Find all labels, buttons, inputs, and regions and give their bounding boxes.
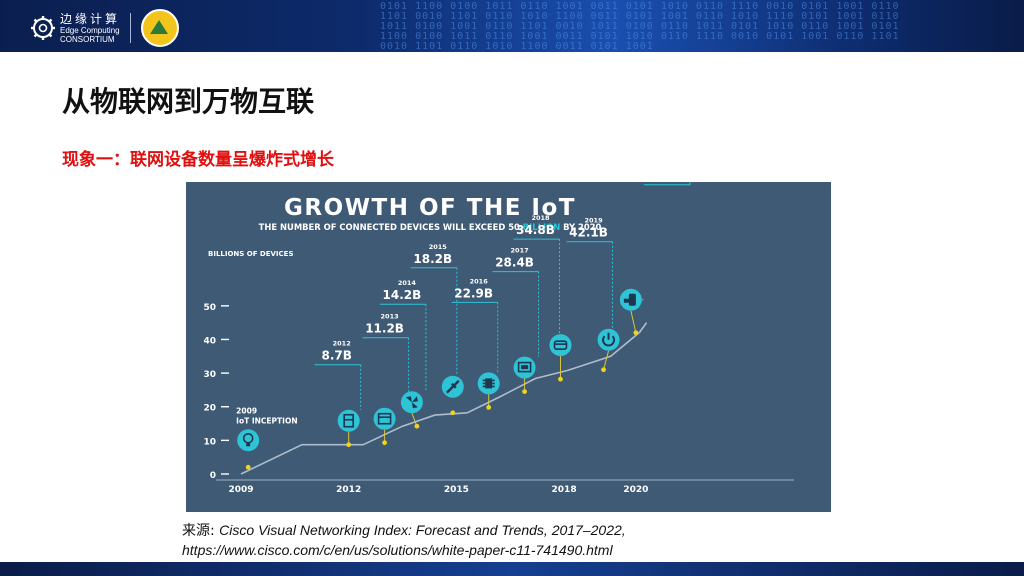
milestone-value: 50.1B	[646, 182, 685, 183]
university-emblem-icon	[141, 9, 180, 47]
car-icon	[553, 340, 568, 350]
monitor-icon	[521, 365, 529, 370]
milestone-year: 2019	[585, 217, 604, 225]
source-title: Cisco Visual Networking Index: Forecast …	[219, 522, 626, 538]
milestone-value: 8.7B	[321, 349, 351, 363]
org-name-en-2: CONSORTIUM	[60, 35, 115, 44]
milestone-dot	[486, 405, 492, 410]
milestone-value: 34.8B	[516, 223, 555, 237]
milestone-year: 2016	[470, 277, 489, 285]
source-citation: 来源: Cisco Visual Networking Index: Forec…	[182, 521, 626, 560]
y-tick-label: 0	[210, 471, 216, 481]
milestone-dot	[522, 389, 527, 394]
power-icon	[602, 335, 616, 347]
monitor-icon	[517, 361, 532, 373]
milestone-dot	[601, 367, 606, 373]
phone-icon	[623, 298, 630, 303]
milestone-year: 2009	[236, 406, 257, 415]
milestone-year: 2017	[511, 247, 529, 255]
consortium-logo: 边缘计算 Edge Computing CONSORTIUM	[30, 9, 180, 47]
milestone-dot	[633, 330, 639, 336]
binary-pattern-decoration: 0101 1100 0100 1011 0110 1001 0011 0101 …	[380, 2, 900, 50]
milestone-value: 22.9B	[454, 286, 493, 300]
phone-icon	[628, 293, 636, 306]
milestone-bracket	[643, 182, 691, 186]
milestone-dot	[245, 464, 251, 470]
chart-subtitle-suffix: BY 2020	[560, 222, 601, 232]
milestone-node	[549, 334, 572, 357]
milestone-stem	[630, 310, 637, 333]
page-subtitle: 现象一：联网设备数量呈爆炸式增长	[62, 150, 334, 170]
chart-subtitle: THE NUMBER OF CONNECTED DEVICES WILL EXC…	[259, 222, 602, 232]
milestone-year: 2012	[333, 340, 351, 348]
chart-subtitle-prefix: THE NUMBER OF CONNECTED DEVICES WILL EXC…	[259, 222, 523, 232]
y-tick-label: 40	[203, 336, 216, 346]
source-url: https://www.cisco.com/c/en/us/solutions/…	[182, 542, 613, 558]
lightbulb-icon	[246, 443, 251, 447]
footer-banner	[0, 562, 1024, 576]
page-title: 从物联网到万物互联	[62, 85, 315, 118]
fan-icon	[405, 396, 418, 409]
iot-growth-chart: GROWTH OF THE IoT THE NUMBER OF CONNECTE…	[186, 182, 831, 512]
header-banner: 0101 1100 0100 1011 0110 1001 0011 0101 …	[0, 0, 1024, 52]
milestone-node	[237, 429, 260, 452]
org-name-en-1: Edge Computing	[60, 26, 120, 35]
milestone-node	[597, 328, 620, 351]
plane-icon	[445, 379, 460, 394]
lightbulb-icon	[242, 432, 254, 444]
milestone-year: 2015	[429, 243, 448, 251]
oven-icon	[377, 412, 392, 425]
chart-title: GROWTH OF THE IoT	[284, 195, 576, 221]
milestone-value: 28.4B	[495, 256, 534, 270]
gear-icon	[31, 16, 55, 40]
milestone-value: 11.2B	[365, 322, 404, 336]
milestone-value: 14.2B	[383, 288, 422, 302]
x-tick-label: 2009	[228, 485, 253, 495]
x-tick-label: 2015	[444, 485, 469, 495]
source-label: 来源:	[182, 523, 215, 539]
milestone-dot	[558, 376, 563, 382]
milestone-dot	[346, 442, 352, 448]
milestone-dot	[414, 423, 420, 429]
fridge-icon	[343, 413, 354, 428]
y-axis-label: BILLIONS OF DEVICES	[208, 250, 294, 258]
x-tick-label: 2018	[552, 485, 577, 495]
milestone-value: 42.1B	[569, 226, 608, 240]
chip-icon	[482, 379, 495, 388]
logo-divider	[130, 13, 132, 43]
chart-canvas: GROWTH OF THE IoT THE NUMBER OF CONNECTE…	[203, 182, 794, 495]
growth-series-line	[240, 322, 648, 475]
chip-icon	[485, 378, 493, 389]
milestone-node	[373, 407, 396, 430]
y-tick-label: 30	[203, 370, 216, 380]
milestone-label: IoT INCEPTION	[236, 416, 297, 425]
chart-subtitle-highlight: BILLION	[523, 222, 560, 232]
milestone-value: 18.2B	[413, 252, 452, 266]
milestone-dot	[450, 410, 456, 416]
milestone-stem	[603, 350, 610, 370]
y-tick-label: 10	[203, 437, 216, 447]
x-tick-label: 2012	[336, 485, 361, 495]
org-name-cn: 边缘计算	[60, 12, 121, 26]
milestone-year: 2018	[531, 214, 550, 222]
milestone-node	[337, 409, 360, 432]
x-tick-label: 2020	[623, 485, 648, 495]
milestone-dot	[382, 440, 387, 446]
y-tick-label: 20	[203, 404, 216, 414]
milestone-year: 2013	[381, 313, 399, 321]
y-tick-label: 50	[203, 303, 216, 313]
milestone-year: 2014	[398, 279, 417, 287]
